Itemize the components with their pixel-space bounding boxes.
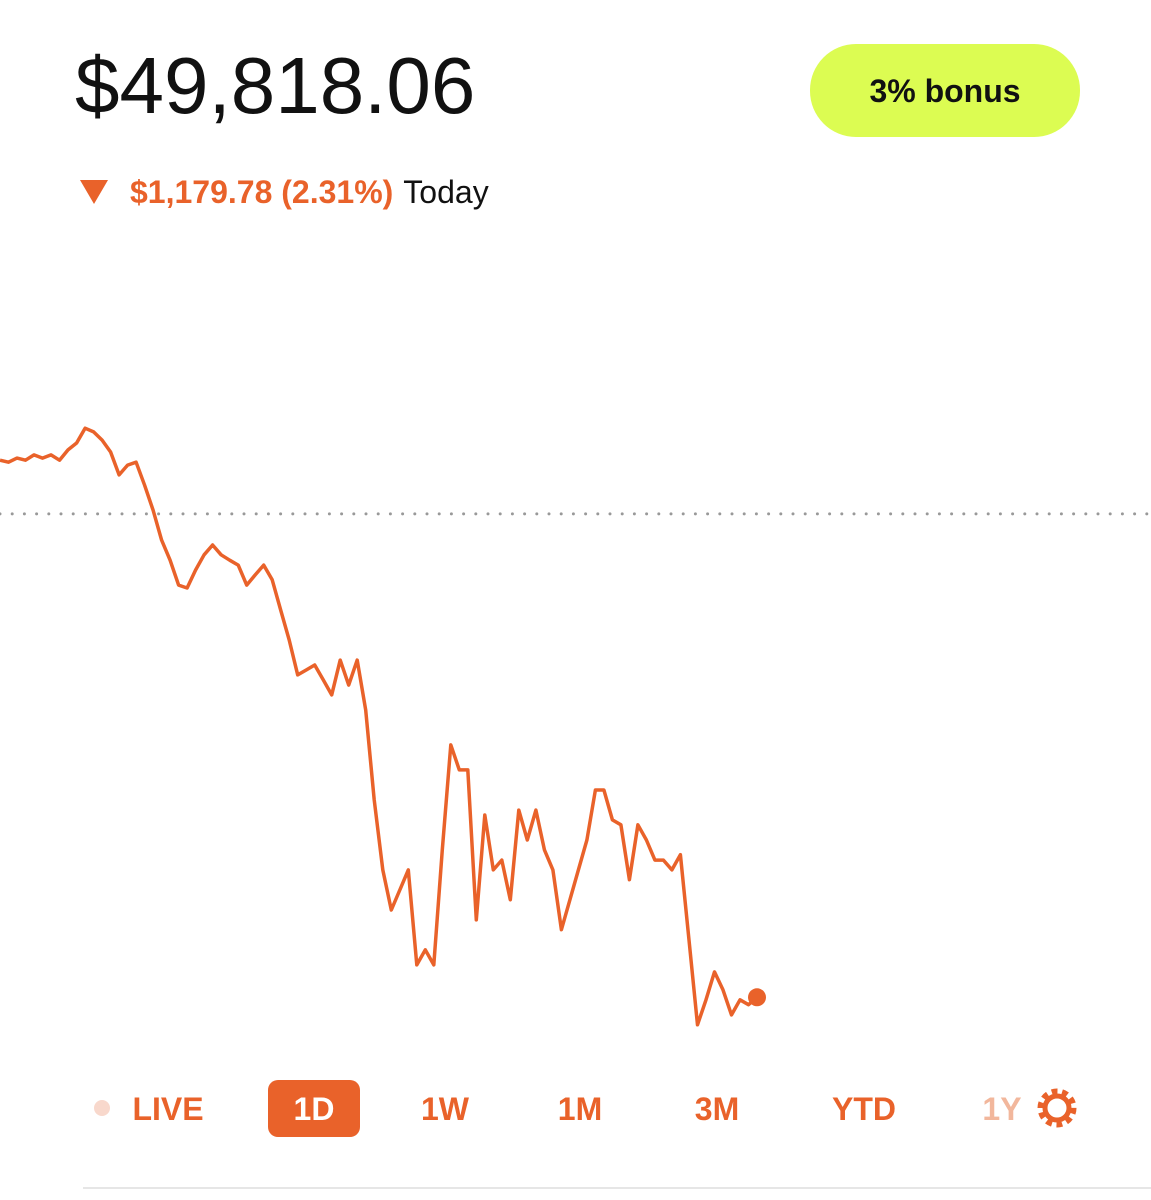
- chart: [0, 426, 1151, 1027]
- range-tab[interactable]: 3M: [695, 1091, 739, 1127]
- range-tab[interactable]: YTD: [832, 1091, 896, 1127]
- live-dot: [94, 1100, 110, 1116]
- change-amount: $1,179.78 (2.31%): [130, 174, 393, 210]
- selected-tab[interactable]: [268, 1080, 360, 1137]
- balance: $49,818.06: [75, 41, 475, 130]
- change-line: $1,179.78 (2.31%) Today: [130, 174, 489, 210]
- range-tab[interactable]: 1W: [421, 1091, 470, 1127]
- settings-icon[interactable]: [1037, 1088, 1077, 1128]
- range-tab[interactable]: 1M: [558, 1091, 602, 1127]
- bonus-button[interactable]: [810, 44, 1080, 137]
- down-indicator: [80, 180, 108, 204]
- change-period: Today: [403, 174, 488, 210]
- range-tab[interactable]: LIVE: [132, 1091, 203, 1127]
- current-point: [748, 988, 766, 1007]
- range-tabs: LIVE 1D 1W 1M 3M YTD 1Y: [94, 1080, 1022, 1137]
- bonus-label[interactable]: 3% bonus: [869, 73, 1020, 109]
- price-line: [0, 426, 759, 1027]
- range-tab[interactable]: 1D: [294, 1091, 335, 1127]
- range-tab[interactable]: 1Y: [982, 1091, 1021, 1127]
